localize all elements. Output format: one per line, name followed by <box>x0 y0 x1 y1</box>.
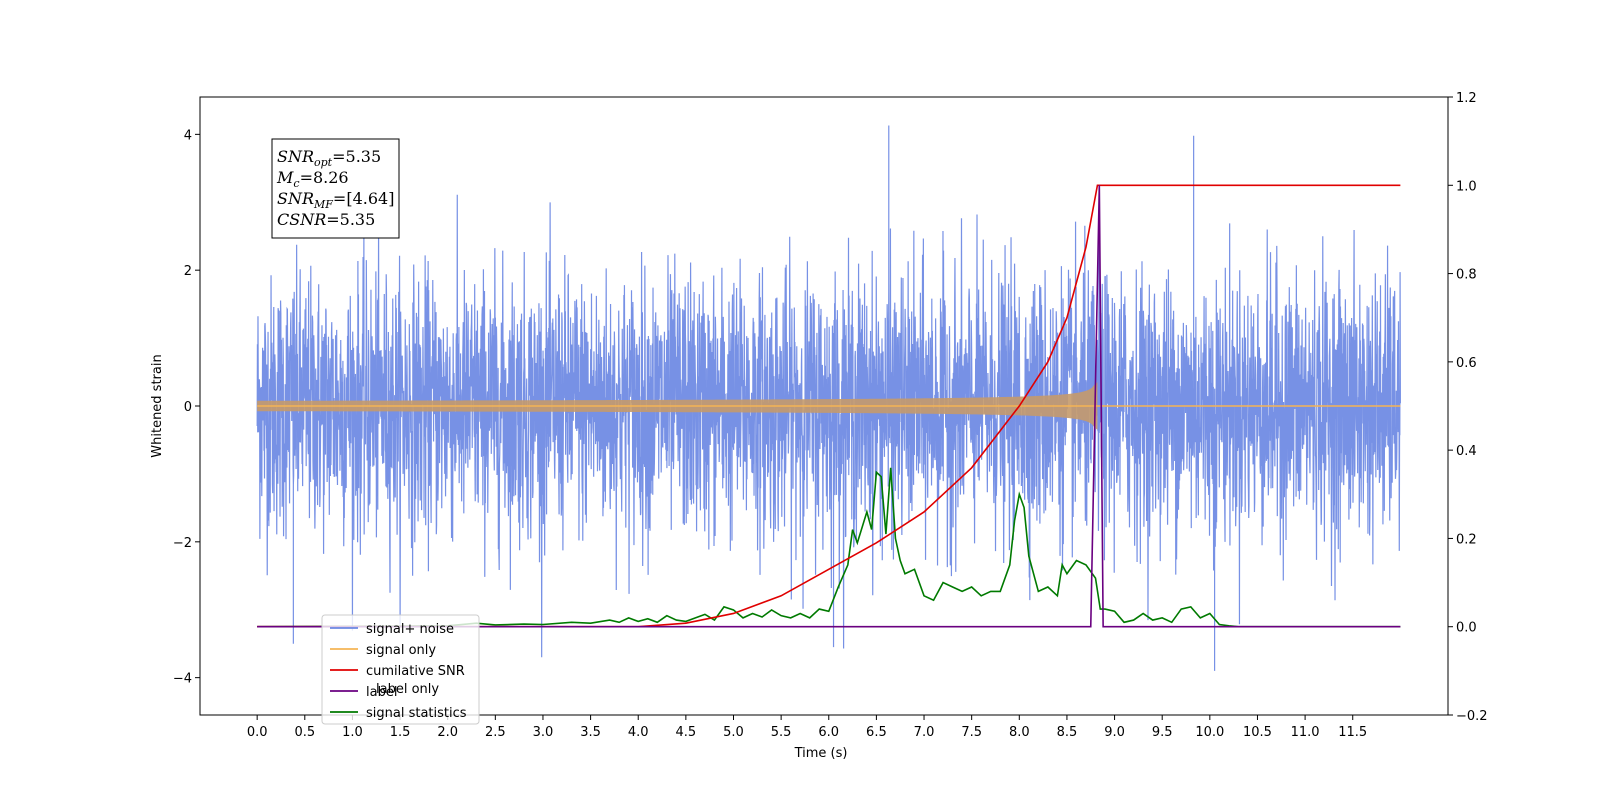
y2-tick-label: 0.2 <box>1456 532 1477 547</box>
left-y-axis: 4 2 0 −2 −4 <box>173 128 200 687</box>
x-tick-label: 8.5 <box>1057 725 1078 740</box>
cumilative-snr-line <box>257 184 1401 628</box>
x-tick-label: 3.5 <box>580 725 601 740</box>
annotation-symbol: SNR <box>277 189 314 208</box>
x-tick-label: 1.5 <box>390 725 411 740</box>
legend-entry: signal statistics <box>366 706 467 721</box>
label-line <box>257 185 1401 628</box>
annotation-line: SNRopt=5.35 <box>277 147 381 169</box>
x-tick-label: 11.0 <box>1291 725 1320 740</box>
annotation-value: =5.35 <box>326 210 375 229</box>
y-tick-label: 2 <box>184 264 192 279</box>
y-tick-label: −4 <box>173 672 192 687</box>
annotation-subscript: c <box>293 177 299 190</box>
annotation-symbol: SNR <box>277 147 314 166</box>
annotation-value: =[4.64] <box>333 189 395 208</box>
legend: label only signal+ noise signal only cumila… <box>321 614 480 725</box>
legend-occluded-label: label only <box>376 682 439 697</box>
x-tick-label: 9.5 <box>1152 725 1173 740</box>
x-tick-label: 11.5 <box>1338 725 1367 740</box>
annotation-subscript: MF <box>313 198 333 211</box>
x-tick-label: 1.0 <box>342 725 363 740</box>
x-tick-label: 5.5 <box>771 725 792 740</box>
x-tick-label: 0.0 <box>247 725 268 740</box>
x-tick-label: 2.0 <box>437 725 458 740</box>
annotation-value: =8.26 <box>300 168 349 187</box>
y2-tick-label: −0.2 <box>1456 709 1488 724</box>
annotation-line: CSNR=5.35 <box>277 210 375 229</box>
annotation-subscript: opt <box>314 156 333 169</box>
x-tick-label: 6.5 <box>866 725 887 740</box>
right-axis-series <box>257 184 1401 628</box>
x-tick-label: 10.0 <box>1195 725 1224 740</box>
annotation-symbol: CSNR <box>277 210 326 229</box>
legend-entry: signal only <box>366 643 436 658</box>
y-tick-label: 0 <box>184 400 192 415</box>
x-tick-label: 9.0 <box>1104 725 1125 740</box>
y-tick-label: −2 <box>173 536 192 551</box>
annotation-line: SNRMF=[4.64] <box>277 189 394 211</box>
signal-only-series <box>257 382 1401 430</box>
x-tick-label: 4.5 <box>676 725 697 740</box>
y-tick-label: 4 <box>184 128 192 143</box>
x-axis-label: Time (s) <box>794 746 848 761</box>
x-tick-label: 3.0 <box>533 725 554 740</box>
x-tick-label: 7.5 <box>961 725 982 740</box>
annotation-value: =5.35 <box>332 147 381 166</box>
y2-tick-label: 0.4 <box>1456 444 1477 459</box>
y2-tick-label: 0.6 <box>1456 356 1477 371</box>
x-tick-label: 2.5 <box>485 725 506 740</box>
annotation-line: Mc=8.26 <box>276 168 349 190</box>
legend-entry: cumilative SNR <box>366 664 465 679</box>
x-tick-label: 6.0 <box>818 725 839 740</box>
legend-entry: label <box>366 685 397 700</box>
y2-tick-label: 1.2 <box>1456 91 1477 106</box>
annotation-symbol: M <box>276 168 294 187</box>
x-tick-label: 0.5 <box>294 725 315 740</box>
x-tick-label: 8.0 <box>1009 725 1030 740</box>
signal-noise-series <box>256 125 1401 671</box>
x-tick-label: 7.0 <box>914 725 935 740</box>
y-axis-label: Whitened strain <box>150 354 165 457</box>
y2-tick-label: 0.0 <box>1456 621 1477 636</box>
y2-tick-label: 1.0 <box>1456 179 1477 194</box>
y2-tick-label: 0.8 <box>1456 268 1477 283</box>
signal-noise-line <box>256 125 1401 671</box>
legend-entry: signal+ noise <box>366 622 454 637</box>
x-axis: 0.0 0.5 1.0 1.5 2.0 2.5 3.0 3.5 4.0 4.5 5.0 5.5 6.0 6… <box>247 715 1367 740</box>
right-y-axis: 1.2 1.0 0.8 0.6 0.4 0.2 0.0 −0.2 <box>1448 91 1488 724</box>
signal-statistics-line <box>257 467 1401 628</box>
x-tick-label: 10.5 <box>1243 725 1272 740</box>
x-tick-label: 4.0 <box>628 725 649 740</box>
x-tick-label: 5.0 <box>723 725 744 740</box>
